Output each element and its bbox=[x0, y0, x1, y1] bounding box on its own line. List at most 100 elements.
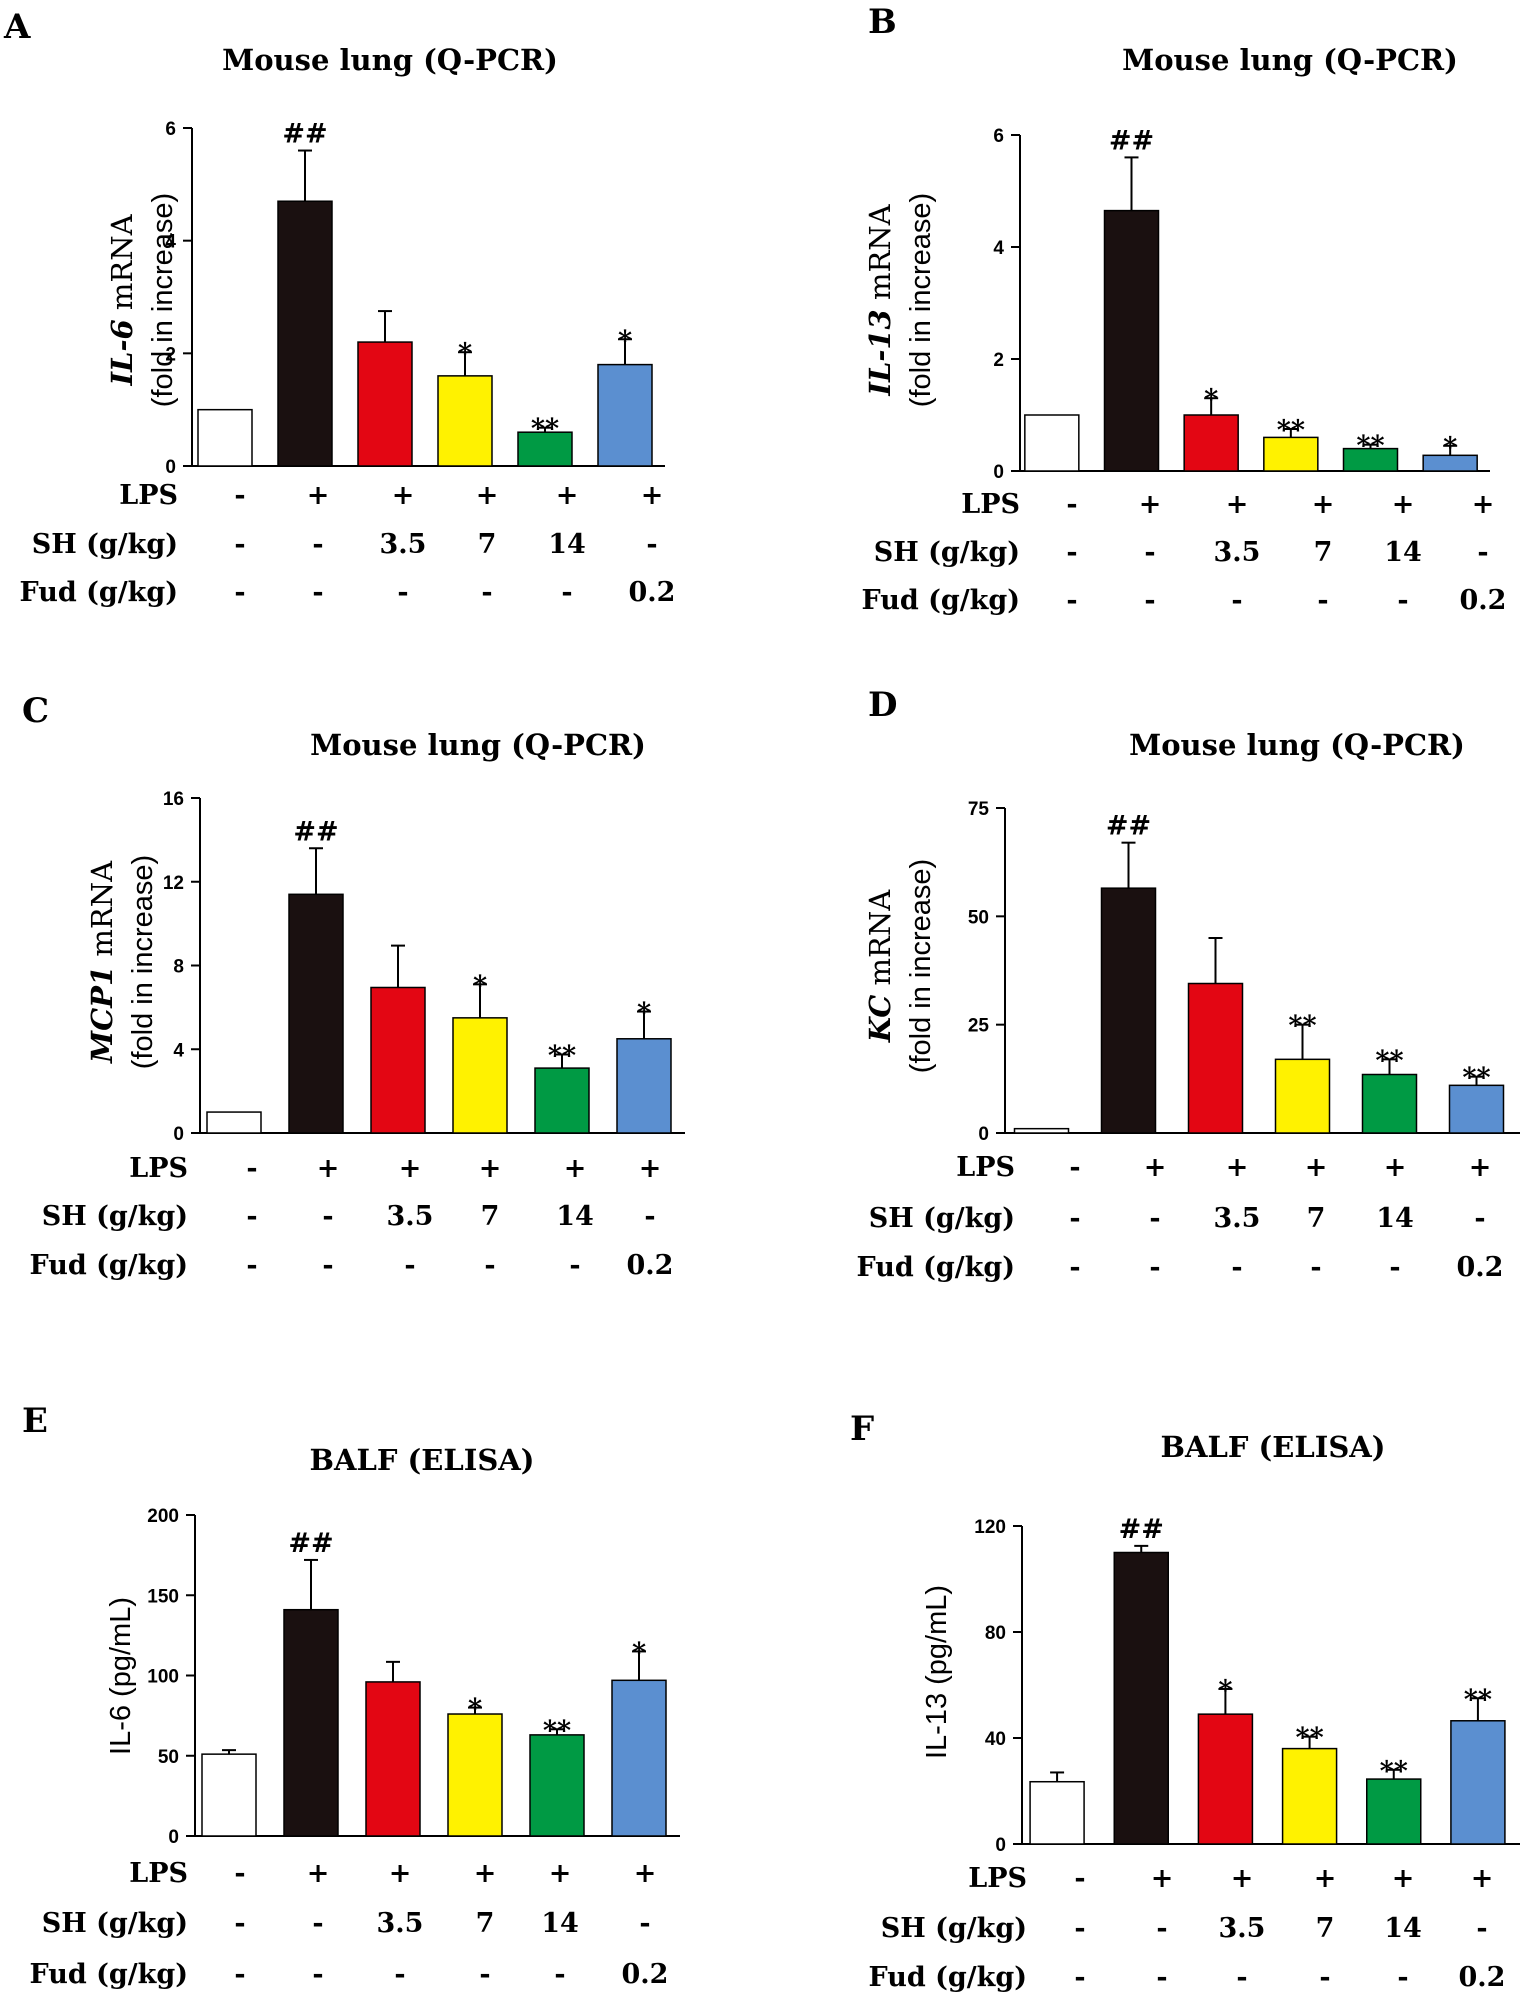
significance-mark-b-5: * bbox=[1443, 432, 1457, 463]
y-tick-label-c: 8 bbox=[173, 957, 184, 978]
condition-value-d-1-3: 7 bbox=[1307, 1203, 1326, 1234]
condition-value-a-1-5: - bbox=[646, 529, 657, 560]
condition-value-a-1-2: 3.5 bbox=[380, 529, 427, 560]
y-axis-title-gene-a: IL-6 bbox=[105, 319, 139, 386]
condition-value-b-0-5: + bbox=[1472, 489, 1495, 520]
condition-value-d-0-4: + bbox=[1384, 1152, 1407, 1183]
condition-value-c-0-1: + bbox=[317, 1153, 340, 1184]
panel-letter-f: F bbox=[850, 1409, 874, 1449]
condition-value-b-2-4: - bbox=[1397, 585, 1408, 616]
y-tick-label-f: 120 bbox=[974, 1517, 1006, 1538]
y-tick-label-c: 4 bbox=[173, 1040, 184, 1061]
bar-e-0 bbox=[201, 1753, 257, 1837]
bar-c-2 bbox=[370, 986, 426, 1134]
condition-value-c-1-5: - bbox=[644, 1201, 655, 1232]
condition-value-a-2-3: - bbox=[481, 577, 492, 608]
condition-value-f-1-1: - bbox=[1156, 1913, 1167, 1944]
condition-value-b-0-1: + bbox=[1139, 489, 1162, 520]
y-axis-title-line2-c: (fold in increase) bbox=[127, 855, 159, 1069]
significance-mark-b-3: ** bbox=[1277, 415, 1305, 446]
y-tick-label-f: 0 bbox=[995, 1835, 1006, 1856]
condition-value-a-2-4: - bbox=[561, 577, 572, 608]
y-axis-title-b: IL-13 mRNA (fold in increase) bbox=[863, 193, 937, 407]
condition-value-a-1-3: 7 bbox=[478, 529, 497, 560]
bar-c-3 bbox=[452, 1017, 508, 1134]
significance-mark-f-2: * bbox=[1218, 1675, 1232, 1706]
condition-value-d-2-0: - bbox=[1069, 1252, 1080, 1283]
condition-value-a-0-2: + bbox=[392, 480, 415, 511]
y-axis-title-line1-c: MCP1 mRNA bbox=[85, 860, 119, 1064]
condition-value-e-2-5: 0.2 bbox=[622, 1959, 669, 1990]
y-tick-label-d: 0 bbox=[978, 1124, 989, 1145]
y-axis-title-line1-a: IL-6 mRNA bbox=[105, 213, 139, 386]
bar-c-4 bbox=[534, 1067, 590, 1134]
condition-value-b-2-2: - bbox=[1231, 585, 1242, 616]
y-axis-title-unit-d: mRNA bbox=[863, 889, 897, 995]
bar-c-0 bbox=[206, 1111, 262, 1134]
y-axis-title-line2-b: (fold in increase) bbox=[905, 193, 937, 407]
condition-value-b-2-1: - bbox=[1144, 585, 1155, 616]
y-tick-label-c: 0 bbox=[173, 1124, 184, 1145]
condition-value-c-1-2: 3.5 bbox=[387, 1201, 434, 1232]
condition-value-a-2-2: - bbox=[397, 577, 408, 608]
condition-value-a-0-1: + bbox=[307, 480, 330, 511]
bar-f-0 bbox=[1029, 1780, 1085, 1845]
condition-value-a-0-0: - bbox=[234, 480, 245, 511]
y-axis-title-line1-b: IL-13 mRNA bbox=[863, 203, 897, 396]
condition-value-b-1-2: 3.5 bbox=[1214, 537, 1261, 568]
condition-value-b-1-0: - bbox=[1066, 537, 1077, 568]
y-tick-label-e: 200 bbox=[147, 1506, 179, 1527]
condition-value-b-1-1: - bbox=[1144, 537, 1155, 568]
condition-label-f-2: Fud (g/kg) bbox=[869, 1962, 1027, 1993]
condition-label-d-1: SH (g/kg) bbox=[869, 1203, 1015, 1234]
condition-value-e-0-1: + bbox=[307, 1858, 330, 1889]
condition-value-e-2-2: - bbox=[394, 1959, 405, 1990]
y-tick-label-d: 50 bbox=[968, 907, 989, 928]
condition-value-f-1-3: 7 bbox=[1316, 1913, 1335, 1944]
condition-value-d-2-1: - bbox=[1149, 1252, 1160, 1283]
y-axis-title-line2-a: (fold in increase) bbox=[147, 193, 179, 407]
significance-mark-a-1: ## bbox=[282, 119, 327, 150]
conditions-table-f: LPS - + + + + + SH (g/kg) - - 3.5 7 14 - Fud (g/kg) - - -… bbox=[869, 1863, 1506, 1993]
panel-title-a: Mouse lung (Q-PCR) bbox=[222, 43, 558, 77]
condition-value-e-1-5: - bbox=[639, 1908, 650, 1939]
y-axis-title-unit-c: mRNA bbox=[85, 860, 119, 966]
condition-label-d-0: LPS bbox=[956, 1152, 1015, 1183]
y-axis-title-gene-d: KC bbox=[863, 995, 897, 1044]
significance-mark-e-4: ** bbox=[543, 1715, 571, 1746]
y-axis-title-unit-f: IL-13 (pg/mL) bbox=[921, 1585, 953, 1759]
condition-value-d-1-0: - bbox=[1069, 1203, 1080, 1234]
conditions-table-e: LPS - + + + + + SH (g/kg) - - 3.5 7 14 - Fud (g/kg) - - -… bbox=[30, 1858, 669, 1990]
condition-value-c-0-4: + bbox=[564, 1153, 587, 1184]
condition-value-c-2-0: - bbox=[246, 1250, 257, 1281]
condition-label-d-2: Fud (g/kg) bbox=[857, 1252, 1015, 1283]
y-tick-label-c: 16 bbox=[163, 789, 184, 810]
bar-a-3 bbox=[437, 375, 493, 467]
y-tick-label-e: 100 bbox=[147, 1667, 179, 1688]
conditions-table-c: LPS - + + + + + SH (g/kg) - - 3.5 7 14 - Fud (g/kg) - - -… bbox=[30, 1153, 674, 1281]
significance-mark-e-1: ## bbox=[288, 1528, 333, 1559]
y-tick-label-e: 150 bbox=[147, 1586, 179, 1607]
bar-e-3 bbox=[447, 1713, 503, 1837]
condition-value-f-1-0: - bbox=[1074, 1913, 1085, 1944]
condition-value-b-0-2: + bbox=[1226, 489, 1249, 520]
panel-letter-a: A bbox=[3, 7, 31, 47]
significance-mark-b-2: * bbox=[1204, 384, 1218, 415]
panel-title-f: BALF (ELISA) bbox=[1160, 1430, 1385, 1464]
condition-label-b-0: LPS bbox=[961, 489, 1020, 520]
condition-value-e-2-1: - bbox=[312, 1959, 323, 1990]
significance-mark-d-3: ** bbox=[1288, 1011, 1316, 1042]
bar-e-5 bbox=[611, 1679, 667, 1837]
condition-value-d-1-1: - bbox=[1149, 1203, 1160, 1234]
condition-value-f-0-4: + bbox=[1392, 1863, 1415, 1894]
bar-f-3 bbox=[1281, 1747, 1338, 1845]
condition-value-b-1-5: - bbox=[1477, 537, 1488, 568]
significance-mark-c-3: * bbox=[473, 970, 487, 1001]
bar-d-0 bbox=[1013, 1127, 1070, 1134]
bar-c-5 bbox=[616, 1038, 672, 1134]
significance-mark-e-3: * bbox=[468, 1694, 482, 1725]
condition-value-d-2-2: - bbox=[1231, 1252, 1242, 1283]
y-axis-title-f: IL-13 (pg/mL) bbox=[921, 1585, 953, 1759]
panel-title-c: Mouse lung (Q-PCR) bbox=[310, 728, 646, 762]
significance-mark-c-1: ## bbox=[293, 816, 338, 847]
